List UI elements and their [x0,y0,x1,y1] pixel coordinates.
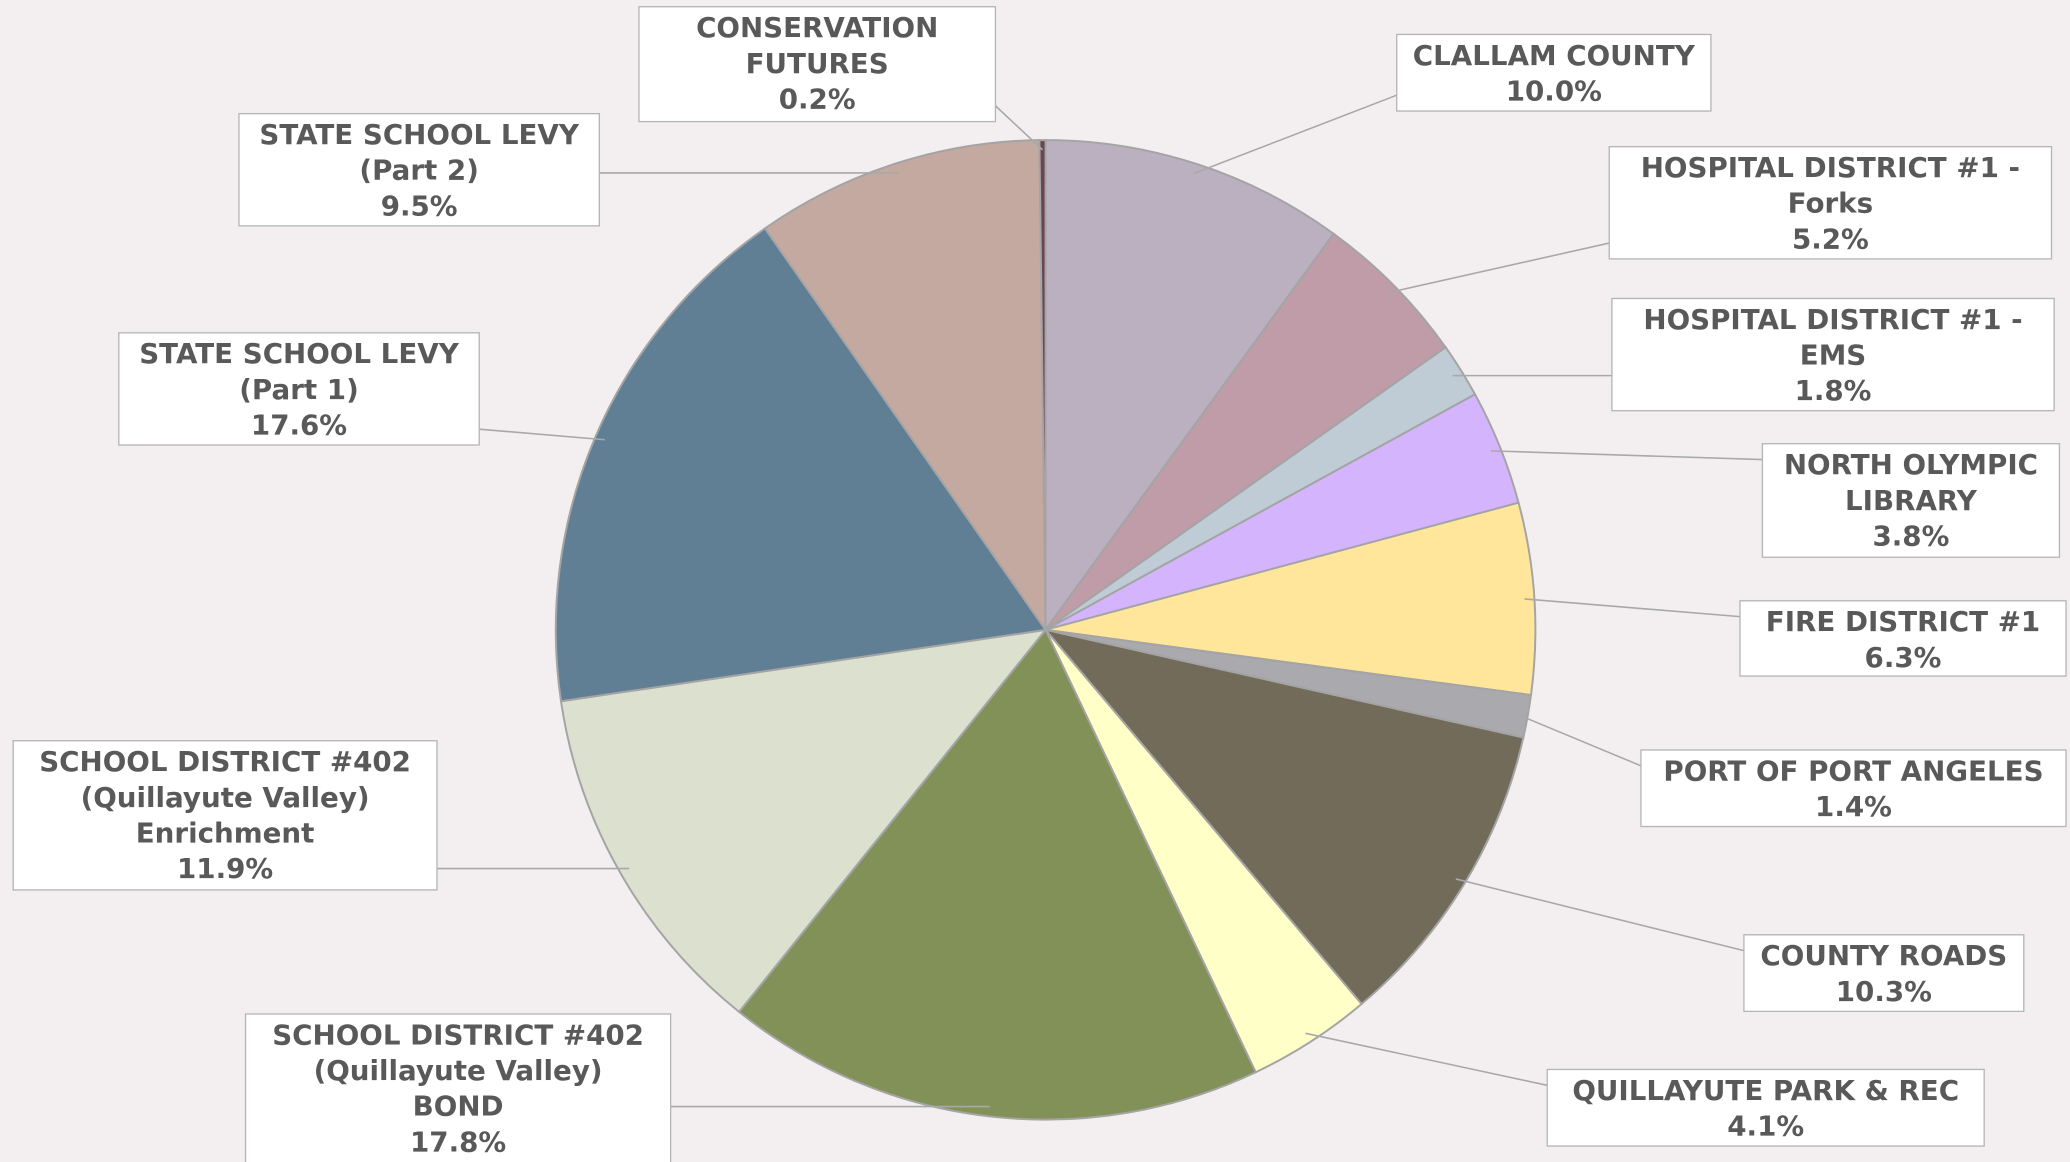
label-box [1761,443,2061,558]
value-label: 1.4% [1815,790,1892,823]
slice-label: NORTH OLYMPIC [1784,448,2038,481]
slice-label: HOSPITAL DISTRICT #1 - [1641,151,2020,184]
leader-line [1305,1032,1548,1087]
value-label: 1.8% [1795,374,1872,407]
value-label: 4.1% [1727,1110,1804,1143]
leader-line [1193,94,1398,175]
label-box [118,332,480,446]
label-box [1611,297,2055,412]
leader-line [1524,598,1741,618]
slice-label: SCHOOL DISTRICT #402 [39,745,411,778]
slice-label: BOND [413,1090,504,1123]
pie [554,139,1537,1121]
value-label: 3.8% [1872,519,1949,552]
slice-label: QUILLAYUTE PARK & REC [1572,1074,1959,1107]
value-label: 11.9% [177,852,273,885]
slice-label: FIRE DISTRICT #1 [1766,605,2040,638]
label-box [238,113,601,227]
slice-label: CLALLAM COUNTY [1413,39,1696,72]
slice-label: SCHOOL DISTRICT #402 [272,1018,644,1051]
slice-label: FUTURES [746,47,889,80]
pie-slice [1045,501,1537,697]
leader-line [479,428,605,441]
pie-slice [559,628,1048,1014]
pie-slice [1044,232,1448,631]
pie-slice [1038,139,1047,630]
leader-line [1455,878,1745,952]
slice-label: STATE SCHOOL LEVY [259,118,580,151]
slice-label: PORT OF PORT ANGELES [1663,754,2043,787]
pie-slice [1044,139,1336,633]
slice-label: Forks [1788,187,1873,220]
label-box [244,1013,672,1162]
slice-label: COUNTY ROADS [1760,939,2007,972]
slice-label: (Quillayute Valley) [81,781,370,814]
value-label: 9.5% [381,189,458,222]
label-box [638,6,997,123]
value-label: 10.0% [1506,75,1602,108]
pie-slice [737,627,1258,1121]
value-label: 17.8% [410,1125,506,1158]
pie-slice [554,227,1048,703]
label-box [12,740,438,891]
pie-slice [763,139,1047,634]
slice-label: EMS [1800,339,1866,372]
slice-label: CONSERVATION [696,11,938,44]
label-box [1608,146,2053,260]
value-label: 5.2% [1792,222,1869,255]
leader-line [994,105,1044,151]
slice-label: Enrichment [136,816,315,849]
slice-label: LIBRARY [1845,484,1978,517]
leader-line [1517,713,1642,767]
label-box [1640,749,2067,828]
label-box [1739,600,2067,677]
label-box [1546,1068,1985,1147]
slice-label: (Quillayute Valley) [314,1054,603,1087]
slice-label: STATE SCHOOL LEVY [139,337,460,370]
value-label: 10.3% [1836,975,1932,1008]
value-label: 6.3% [1865,641,1942,674]
leader-line [1387,242,1610,294]
slice-label: (Part 1) [239,373,358,406]
leader-line [1490,450,1763,461]
pie-slice [1042,628,1525,1006]
label-box [1396,33,1712,112]
value-label: 17.6% [251,409,347,442]
slice-label: HOSPITAL DISTRICT #1 - [1643,303,2022,336]
value-label: 0.2% [779,82,856,115]
slice-label: (Part 2) [359,154,478,187]
leaders [436,94,1763,1108]
label-box [1743,934,2025,1013]
